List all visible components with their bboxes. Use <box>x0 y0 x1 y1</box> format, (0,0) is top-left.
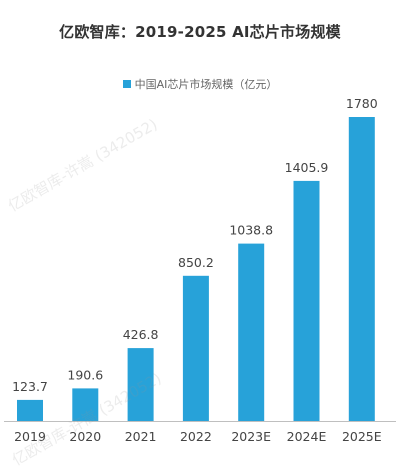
bar-2019 <box>17 399 43 421</box>
x-tick-label-2019: 2019 <box>14 429 46 444</box>
x-tick-label-2020: 2020 <box>69 429 101 444</box>
value-label-2023E: 1038.8 <box>229 223 273 238</box>
value-label-2025E: 1780 <box>346 96 378 111</box>
x-tick-label-2025E: 2025E <box>342 429 382 444</box>
legend-swatch <box>122 80 131 88</box>
legend: 中国AI芯片市场规模（亿元） <box>0 76 400 92</box>
value-label-2024E: 1405.9 <box>285 160 329 175</box>
x-tick-label-2024E: 2024E <box>287 429 327 444</box>
legend-label: 中国AI芯片市场规模（亿元） <box>134 78 278 91</box>
x-tick-label-2023E: 2023E <box>231 429 271 444</box>
bar-2021 <box>127 348 154 421</box>
value-label-2021: 426.8 <box>123 327 159 342</box>
bar-2022 <box>182 275 209 421</box>
x-tick-label-2021: 2021 <box>125 429 157 444</box>
x-tick-label-2022: 2022 <box>180 429 212 444</box>
value-label-2020: 190.6 <box>67 367 103 382</box>
value-label-2022: 850.2 <box>178 255 214 270</box>
bar-2020 <box>72 388 99 421</box>
bar-2024E <box>293 180 320 421</box>
bar-2023E <box>238 243 265 421</box>
value-label-2019: 123.7 <box>12 379 48 394</box>
bar-2025E <box>348 117 375 421</box>
chart-title: 亿欧智库：2019-2025 AI芯片市场规模 <box>59 23 341 41</box>
